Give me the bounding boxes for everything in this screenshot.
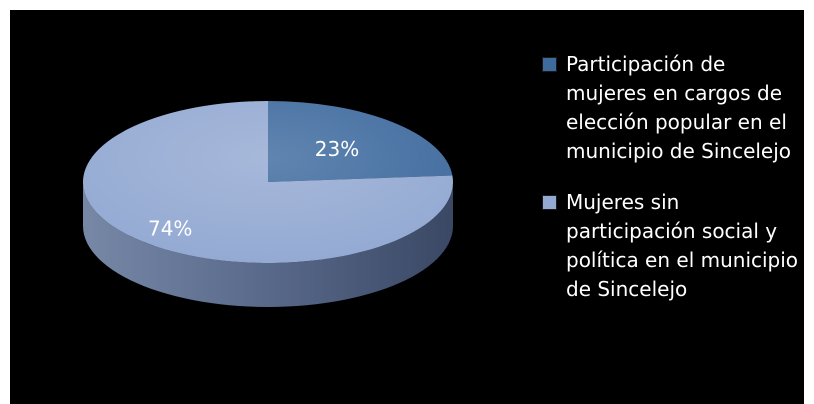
pie-top-face (82, 101, 453, 263)
pie-depth-side (83, 182, 453, 307)
legend-swatch-2 (542, 195, 557, 210)
legend-entry-2: Mujeres sin participación social y polít… (538, 188, 804, 304)
pie-highlight (83, 101, 453, 263)
legend-entry-1: Participación de mujeres en cargos de el… (538, 50, 804, 166)
pie-chart: 23% 74% (82, 101, 453, 307)
pie-side-2-0 (83, 182, 453, 307)
data-label-2: 74% (148, 216, 192, 240)
pie-data-labels: 23% 74% (148, 137, 359, 240)
chart-legend: Participación de mujeres en cargos de el… (538, 50, 804, 326)
legend-label-2: Mujeres sin participación social y polít… (566, 190, 799, 301)
legend-label-1: Participación de mujeres en cargos de el… (566, 52, 792, 163)
data-label-1: 23% (315, 137, 359, 161)
chart-area: 23% 74% Participación de mujeres en cargo… (10, 10, 804, 404)
legend-swatch-1 (542, 57, 557, 72)
